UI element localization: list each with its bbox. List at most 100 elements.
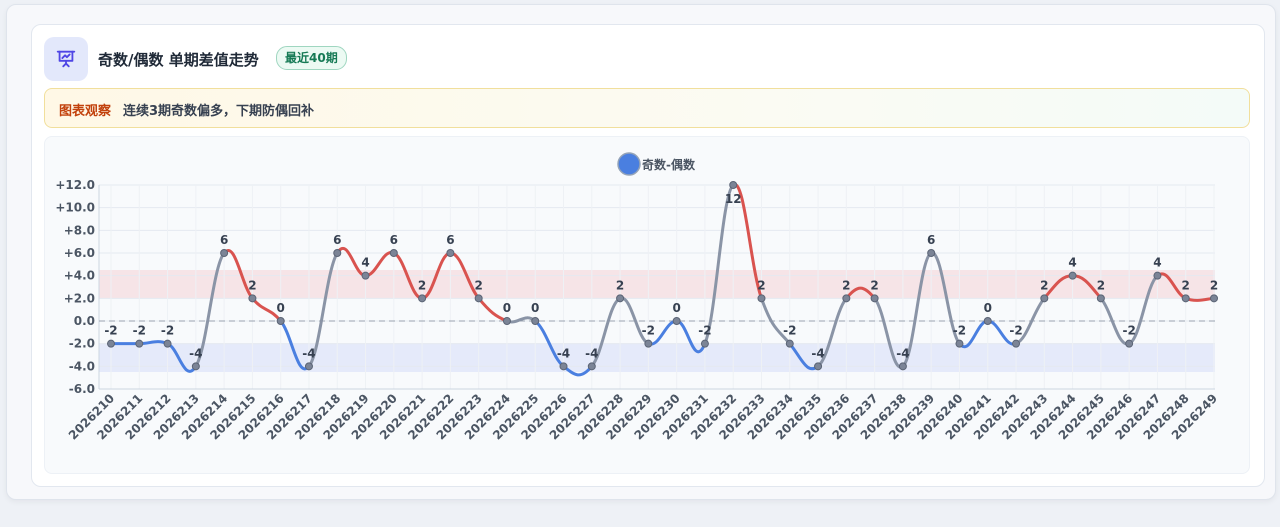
series-line-segment xyxy=(1127,274,1159,346)
data-point[interactable] xyxy=(446,249,455,257)
data-point[interactable] xyxy=(1181,294,1190,303)
data-point[interactable] xyxy=(842,294,851,303)
data-point[interactable] xyxy=(672,317,681,325)
data-point[interactable] xyxy=(785,339,794,348)
data-point[interactable] xyxy=(220,249,229,257)
data-point[interactable] xyxy=(276,317,285,325)
data-label: 2 xyxy=(474,278,482,292)
data-label: -2 xyxy=(642,324,655,338)
y-tick-label: +6.0 xyxy=(64,246,95,260)
data-label: -2 xyxy=(104,324,117,338)
data-label: 6 xyxy=(333,233,341,247)
y-tick-label: +2.0 xyxy=(64,291,95,305)
series-line-segment xyxy=(307,251,339,368)
data-label: 6 xyxy=(220,233,228,247)
data-point[interactable] xyxy=(418,294,427,303)
legend-label[interactable]: 奇数-偶数 xyxy=(642,157,696,172)
data-point[interactable] xyxy=(1040,294,1049,303)
series-line-segment xyxy=(816,296,848,368)
page-title: 奇数/偶数 单期差值走势 xyxy=(98,51,259,69)
data-label: 6 xyxy=(390,233,398,247)
data-label: -2 xyxy=(1009,324,1022,338)
data-label: 0 xyxy=(672,301,680,315)
data-label: -4 xyxy=(585,346,598,360)
data-point[interactable] xyxy=(983,317,992,325)
data-point[interactable] xyxy=(361,271,370,280)
presentation-chart-icon xyxy=(44,37,88,81)
data-point[interactable] xyxy=(474,294,483,303)
data-label: 4 xyxy=(1068,256,1076,270)
data-point[interactable] xyxy=(559,362,568,371)
data-point[interactable] xyxy=(248,294,257,303)
data-point[interactable] xyxy=(757,294,766,303)
series-line-segment xyxy=(222,249,254,300)
data-point[interactable] xyxy=(587,362,596,371)
data-label: 2 xyxy=(1182,278,1190,292)
data-point[interactable] xyxy=(644,339,653,348)
data-label: 12 xyxy=(725,192,742,206)
y-tick-label: +4.0 xyxy=(64,269,95,283)
data-point[interactable] xyxy=(700,339,709,348)
data-label: -2 xyxy=(783,324,796,338)
series-line-segment xyxy=(759,296,792,346)
data-label: -4 xyxy=(557,346,570,360)
data-point[interactable] xyxy=(870,294,879,303)
data-label: 0 xyxy=(984,301,992,315)
y-tick-label: -2.0 xyxy=(69,337,95,351)
data-label: -2 xyxy=(161,324,174,338)
data-point[interactable] xyxy=(1153,271,1162,280)
data-point[interactable] xyxy=(955,339,964,348)
data-label: 4 xyxy=(361,256,369,270)
data-label: -2 xyxy=(953,324,966,338)
data-point[interactable] xyxy=(502,317,511,325)
data-point[interactable] xyxy=(107,339,115,348)
data-label: 2 xyxy=(1210,278,1218,292)
data-point[interactable] xyxy=(616,294,625,303)
data-label: 2 xyxy=(418,278,426,292)
data-label: 2 xyxy=(616,278,624,292)
data-point[interactable] xyxy=(191,362,200,371)
data-point[interactable] xyxy=(814,362,823,371)
data-point[interactable] xyxy=(135,339,144,348)
observation-tag: 图表观察 xyxy=(59,104,112,119)
data-point[interactable] xyxy=(531,317,540,325)
series-line-segment xyxy=(1184,296,1216,302)
y-tick-label: -4.0 xyxy=(69,359,95,373)
data-label: -2 xyxy=(1122,324,1135,338)
observation-banner: 图表观察 连续3期奇数偏多，下期防偶回补 xyxy=(44,88,1250,128)
data-label: -2 xyxy=(698,324,711,338)
data-label: 2 xyxy=(842,278,850,292)
legend-swatch[interactable] xyxy=(617,152,641,176)
outer-panel: 奇数/偶数 单期差值走势 最近40期 图表观察 连续3期奇数偏多，下期防偶回补 … xyxy=(6,4,1276,500)
chart-card: 奇数/偶数 单期差值走势 最近40期 图表观察 连续3期奇数偏多，下期防偶回补 … xyxy=(31,24,1265,487)
data-label: -4 xyxy=(302,346,315,360)
data-label: 6 xyxy=(446,233,454,247)
series-line-segment xyxy=(703,183,735,346)
data-point[interactable] xyxy=(898,362,907,371)
y-tick-label: 0.0 xyxy=(74,314,95,328)
data-label: -4 xyxy=(189,346,202,360)
y-tick-label: +8.0 xyxy=(64,223,95,237)
data-label: 4 xyxy=(1153,256,1161,270)
data-point[interactable] xyxy=(389,249,398,257)
data-point[interactable] xyxy=(1125,339,1134,348)
series-line-segment xyxy=(844,286,877,300)
data-point[interactable] xyxy=(927,249,936,257)
y-tick-label: +12.0 xyxy=(55,178,95,192)
data-point[interactable] xyxy=(304,362,313,371)
data-point[interactable] xyxy=(333,249,342,257)
data-point[interactable] xyxy=(1012,339,1021,348)
data-point[interactable] xyxy=(1068,271,1077,280)
data-label: 0 xyxy=(277,301,285,315)
data-point[interactable] xyxy=(1210,294,1218,303)
data-point[interactable] xyxy=(1096,294,1105,303)
period-badge: 最近40期 xyxy=(276,46,347,70)
data-point[interactable] xyxy=(729,181,738,189)
data-label: 0 xyxy=(503,301,511,315)
y-tick-label: +10.0 xyxy=(55,201,95,215)
data-label: -4 xyxy=(811,346,824,360)
series-line-segment xyxy=(194,251,226,368)
data-label: 0 xyxy=(531,301,539,315)
data-point[interactable] xyxy=(163,339,172,348)
data-label: 2 xyxy=(1097,278,1105,292)
